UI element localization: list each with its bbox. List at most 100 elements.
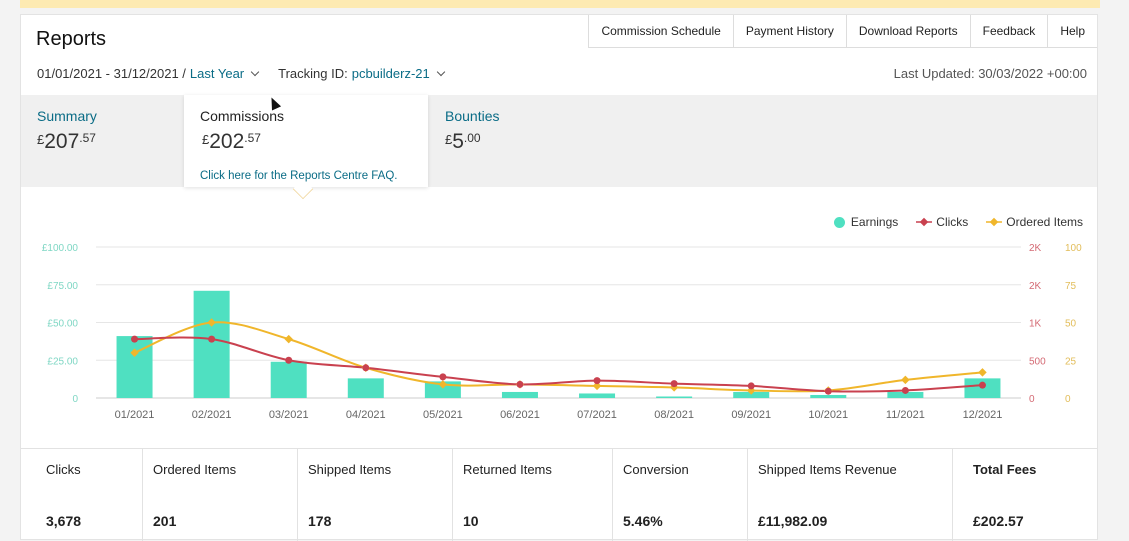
stat-label: Ordered Items [153,462,237,477]
legend-label: Clicks [936,215,969,229]
stat-value: 10 [463,513,479,529]
stat-label: Shipped Items [308,462,392,477]
point-clicks [978,381,986,389]
legend-ordered-items[interactable]: Ordered Items [986,215,1083,229]
tracking-id-selector[interactable]: Tracking ID: pcbuilderz-21 [278,66,446,81]
amount-int: 207 [44,130,80,153]
point-clicks [131,335,139,343]
legend-clicks[interactable]: Clicks [916,215,968,229]
point-clicks [670,380,678,388]
nav-feedback[interactable]: Feedback [971,15,1049,47]
period-dropdown[interactable]: Last Year [189,66,245,81]
summary-amount: £ 207 .57 [37,130,97,154]
legend-earnings[interactable]: Earnings [833,215,898,229]
stat-total-fees: Total Fees £202.57 [953,449,1097,541]
x-tick-label: 04/2021 [346,409,386,421]
point-ordered-items [978,368,987,377]
y-tick-left: 0 [72,394,78,405]
x-tick-label: 07/2021 [577,409,617,421]
stat-returned-items: Returned Items 10 [453,449,613,541]
stat-label: Shipped Items Revenue [758,462,897,477]
stat-label: Clicks [46,462,81,477]
tracking-id-value[interactable]: pcbuilderz-21 [351,66,430,81]
bar-earnings [733,391,770,398]
chevron-down-icon[interactable] [436,67,446,77]
bar-earnings [810,394,847,398]
stat-value: 3,678 [46,513,82,529]
point-clicks [747,382,755,390]
tab-summary-label[interactable]: Summary [37,108,97,124]
reports-page: Reports Commission Schedule Payment Hist… [20,14,1098,541]
page-title: Reports [36,28,107,50]
stat-value: 201 [153,513,177,529]
bounties-amount: £ 5 .00 [445,130,499,154]
last-updated: Last Updated: 30/03/2022 +00:00 [893,66,1087,81]
summary-tabs: Summary £ 207 .57 Bounties £ 5 .00 [21,95,1097,187]
tab-commissions-label[interactable]: Commissions [200,108,285,124]
x-tick-label: 11/2021 [886,409,925,421]
y-tick-clicks: 2K [1029,281,1042,292]
bar-earnings [116,336,153,398]
y-tick-ordered: 100 [1065,243,1082,254]
circle-icon [833,216,845,228]
stat-shipped-items: Shipped Items 178 [298,449,453,541]
point-clicks [362,364,370,372]
tab-commissions[interactable]: Commissions £ 202 .57 Click here for the… [184,95,428,187]
stat-shipped-revenue: Shipped Items Revenue £11,982.09 [748,449,953,541]
date-range: 01/01/2021 - 31/12/2021 / [37,66,186,81]
nav-payment-history[interactable]: Payment History [734,15,847,47]
amount-int: 202 [209,130,245,153]
point-clicks [439,373,447,381]
y-tick-ordered: 25 [1065,356,1077,367]
commissions-amount: £ 202 .57 [202,130,428,154]
x-tick-label: 02/2021 [192,409,232,421]
stat-clicks: Clicks 3,678 [21,449,143,541]
x-tick-label: 01/2021 [115,409,155,421]
point-ordered-items [901,375,910,385]
diamond-line-icon [916,217,933,227]
bar-earnings [193,290,230,398]
amount-dec: .57 [79,131,96,145]
line-ordered-items [134,321,983,393]
y-tick-ordered: 50 [1065,319,1077,330]
y-tick-ordered: 0 [1065,394,1071,405]
point-clicks [901,386,909,394]
stat-value: £202.57 [973,513,1024,529]
y-tick-ordered: 75 [1065,281,1077,292]
tab-summary[interactable]: Summary £ 207 .57 [37,95,97,187]
filter-row: 01/01/2021 - 31/12/2021 / Last Year Trac… [37,66,446,81]
bar-earnings [579,393,616,398]
point-clicks [285,356,293,364]
amount-dec: .00 [463,131,481,145]
line-clicks [134,336,983,393]
faq-link[interactable]: Click here for the Reports Centre FAQ. [200,170,398,182]
point-ordered-items [207,318,216,327]
y-tick-left: £50.00 [47,319,78,330]
notification-band [20,0,1100,8]
bar-earnings [887,391,924,398]
chevron-down-icon[interactable] [250,67,260,77]
nav-help[interactable]: Help [1060,24,1085,38]
currency-symbol: £ [202,132,210,147]
x-tick-label: 12/2021 [963,409,1003,421]
bar-earnings [347,378,384,398]
point-ordered-items [284,334,293,344]
y-tick-left: £25.00 [47,356,78,367]
top-nav: Commission Schedule Payment History Down… [588,15,1097,48]
currency-symbol: £ [445,132,453,147]
point-clicks [208,335,216,343]
stat-conversion: Conversion 5.46% [613,449,748,541]
currency-symbol: £ [37,132,45,147]
x-tick-label: 10/2021 [808,409,848,421]
stat-value: 178 [308,513,332,529]
legend-label: Ordered Items [1006,215,1083,229]
chart-legend: Earnings Clicks Ordered Items [816,215,1083,229]
nav-commission-schedule[interactable]: Commission Schedule [589,15,734,47]
tab-bounties[interactable]: Bounties £ 5 .00 [445,95,499,187]
nav-download-reports[interactable]: Download Reports [847,15,971,47]
tab-bounties-label[interactable]: Bounties [445,108,500,124]
stat-label: Total Fees [973,462,1037,477]
stat-value: £11,982.09 [758,513,828,529]
y-tick-left: £100.00 [42,243,79,254]
y-tick-clicks: 2K [1029,243,1042,254]
